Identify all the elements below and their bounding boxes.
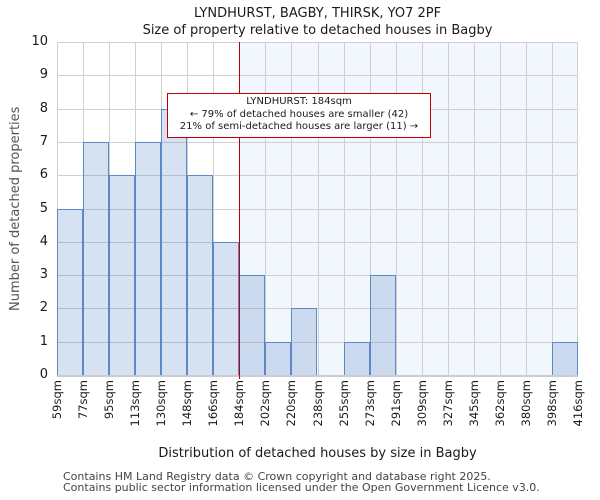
histogram-bar (161, 108, 188, 375)
gridline-vertical (395, 42, 397, 375)
footer-attribution-line2: Contains public sector information licen… (63, 481, 540, 494)
x-tick-label: 184sqm (232, 380, 247, 427)
x-tick-label: 166sqm (206, 380, 221, 427)
histogram-bar (551, 341, 578, 375)
annotation-line-3: 21% of semi-detached houses are larger (… (179, 121, 419, 132)
gridline-vertical (447, 42, 449, 375)
histogram-bar (57, 208, 84, 375)
histogram-bar (135, 141, 162, 375)
x-tick-label: 291sqm (388, 380, 403, 427)
x-tick-label: 398sqm (544, 380, 559, 427)
x-tick-label: 273sqm (362, 380, 377, 427)
histogram-bar (369, 275, 396, 375)
x-tick-label: 220sqm (284, 380, 299, 427)
x-tick-label: 130sqm (154, 380, 169, 427)
gridline-vertical (577, 42, 578, 375)
gridline-vertical (369, 42, 371, 375)
y-tick-label: 8 (39, 100, 48, 116)
gridline-vertical (551, 42, 553, 375)
x-tick-label: 327sqm (440, 380, 455, 427)
x-tick-label: 238sqm (310, 380, 325, 427)
x-tick-label: 77sqm (76, 380, 91, 420)
x-tick-label: 59sqm (50, 380, 64, 420)
x-tick-label: 95sqm (102, 380, 117, 420)
y-tick-label: 0 (39, 367, 48, 382)
y-tick-label: 10 (31, 34, 48, 49)
property-size-marker-line (238, 42, 241, 379)
y-tick-label: 5 (39, 200, 48, 216)
x-tick-label: 416sqm (571, 380, 585, 427)
x-tick-label: 148sqm (180, 380, 195, 427)
chart-title: LYNDHURST, BAGBY, THIRSK, YO7 2PF (193, 6, 442, 21)
chart-plot-area: LYNDHURST: 184sqm ← 79% of detached hous… (57, 42, 578, 379)
gridline-vertical (213, 42, 215, 375)
x-tick-label: 362sqm (492, 380, 507, 427)
gridline-vertical (421, 42, 423, 375)
y-tick-label: 3 (39, 267, 48, 283)
x-axis-title: Distribution of detached houses by size … (158, 446, 477, 461)
y-tick-label: 6 (39, 167, 48, 183)
y-tick-label: 1 (39, 333, 48, 349)
x-tick-label: 113sqm (128, 380, 143, 427)
histogram-bar (109, 175, 136, 375)
x-tick-label: 309sqm (414, 380, 429, 427)
gridline-vertical (265, 42, 267, 375)
histogram-bar (187, 175, 214, 375)
annotation-line-2: ← 79% of detached houses are smaller (42… (189, 108, 409, 120)
gridline-vertical (291, 42, 293, 375)
histogram-bar (265, 341, 292, 375)
chart-subtitle: Size of property relative to detached ho… (142, 23, 493, 38)
histogram-bar (291, 308, 318, 375)
x-tick-label: 345sqm (466, 380, 481, 427)
footer-attribution-line1: Contains HM Land Registry data © Crown c… (63, 470, 491, 483)
x-tick-label: 255sqm (336, 380, 351, 427)
marker-annotation-box: LYNDHURST: 184sqm ← 79% of detached hous… (167, 93, 431, 138)
gridline-vertical (343, 42, 345, 375)
y-tick-label: 4 (39, 233, 48, 249)
gridline-vertical (473, 42, 475, 375)
gridline-vertical (499, 42, 501, 375)
histogram-bar (83, 141, 110, 375)
gridline-vertical (317, 42, 319, 375)
y-tick-label: 7 (39, 133, 48, 149)
annotation-line-1: LYNDHURST: 184sqm (246, 96, 352, 107)
y-tick-label: 2 (39, 300, 48, 316)
histogram-bar (213, 241, 240, 375)
histogram-bar (343, 341, 370, 375)
x-tick-label: 202sqm (258, 380, 273, 427)
y-tick-label: 9 (39, 67, 48, 83)
x-tick-label: 380sqm (518, 380, 533, 427)
gridline-vertical (525, 42, 527, 375)
histogram-bar (239, 275, 266, 375)
